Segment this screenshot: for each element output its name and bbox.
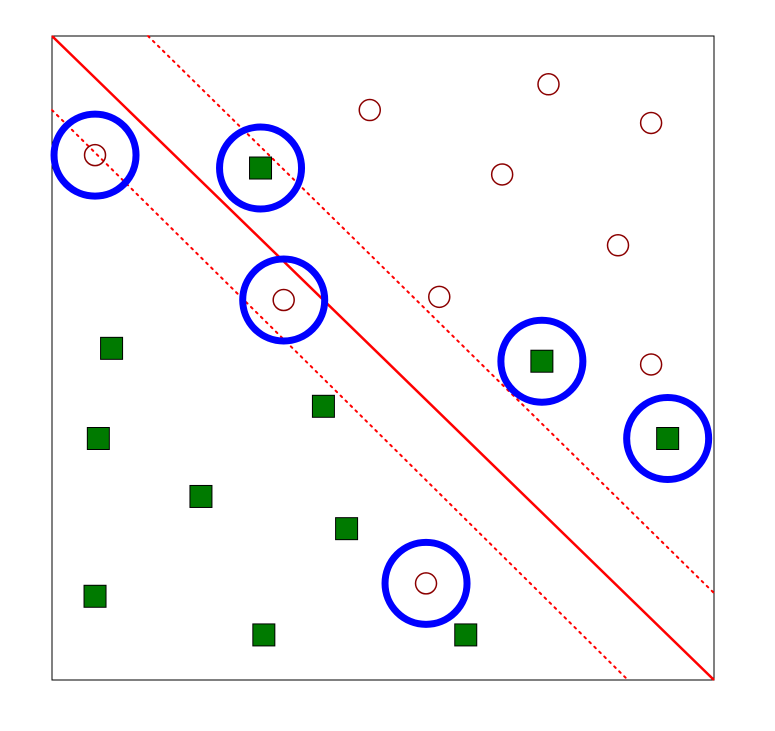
decision-boundary (51, 35, 715, 681)
margin-line-1 (146, 35, 715, 595)
circle-point-9 (414, 572, 438, 595)
circle-point-7 (428, 285, 451, 309)
support-vector-ring-0 (50, 110, 140, 200)
circle-point-2 (537, 73, 560, 96)
square-point-2 (530, 349, 554, 373)
square-point-0 (249, 156, 273, 180)
square-point-6 (189, 484, 213, 508)
points-layer (83, 73, 680, 647)
support-vector-ring-4 (623, 394, 713, 483)
circle-point-0 (83, 143, 107, 167)
circle-point-1 (358, 98, 382, 122)
square-point-7 (335, 517, 359, 541)
plot-frame (51, 35, 715, 681)
circle-point-6 (272, 288, 295, 312)
highlight-layer (50, 110, 713, 628)
square-point-5 (656, 427, 680, 450)
circle-point-3 (490, 163, 514, 186)
support-vector-ring-1 (216, 123, 306, 213)
square-point-4 (86, 427, 110, 450)
support-vector-ring-3 (497, 316, 587, 406)
support-vector-ring-2 (239, 255, 329, 345)
square-point-1 (100, 336, 124, 360)
square-point-10 (454, 623, 478, 647)
circle-point-5 (606, 234, 630, 257)
square-point-8 (83, 584, 107, 608)
circle-point-4 (639, 111, 663, 135)
support-vector-ring-5 (381, 538, 471, 628)
margin-line-2 (51, 109, 629, 681)
square-point-9 (252, 623, 276, 647)
square-point-3 (311, 394, 335, 418)
circle-point-8 (639, 353, 663, 376)
